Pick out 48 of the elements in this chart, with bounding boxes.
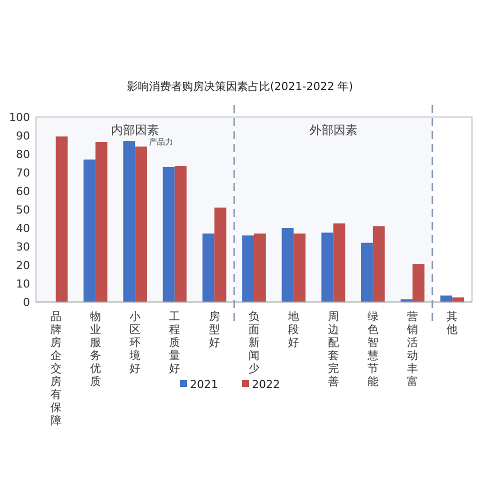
annotation: 产品力 bbox=[148, 138, 173, 147]
bar bbox=[95, 142, 108, 302]
x-tick-label: 物业服务优质 bbox=[90, 310, 101, 388]
bar bbox=[242, 235, 254, 302]
bar bbox=[400, 299, 413, 302]
x-tick-label: 周边配套完善 bbox=[328, 310, 339, 388]
bar bbox=[162, 166, 175, 302]
y-tick-label: 30 bbox=[16, 240, 30, 254]
x-tick-label: 工程质量好 bbox=[169, 310, 180, 375]
y-tick-label: 50 bbox=[16, 204, 30, 216]
y-tick-label: 80 bbox=[16, 148, 30, 161]
legend-label: 2021 bbox=[190, 378, 218, 391]
bar bbox=[294, 234, 306, 302]
x-tick-label: 其他 bbox=[446, 310, 458, 336]
bar bbox=[174, 166, 187, 302]
bar bbox=[254, 234, 266, 302]
chart-title: 影响消费者购房决策因素占比(2021-2022 年) bbox=[126, 80, 354, 93]
bar bbox=[135, 146, 147, 302]
bar bbox=[282, 228, 294, 302]
x-tick-label: 房型好 bbox=[208, 310, 220, 349]
bar bbox=[361, 242, 373, 302]
y-tick-label: 70 bbox=[16, 166, 30, 180]
x-tick-label: 地段好 bbox=[287, 310, 300, 349]
x-tick-label: 绿色智慧节能 bbox=[366, 310, 378, 388]
y-tick-label: 10 bbox=[16, 278, 30, 290]
x-tick-label: 负面新闻少 bbox=[248, 310, 260, 375]
bar bbox=[214, 208, 226, 302]
band-label: 内部因素 bbox=[111, 123, 160, 137]
x-tick-label: 小区环境好 bbox=[128, 310, 141, 375]
x-tick-label: 营销活动丰富 bbox=[406, 310, 418, 388]
bar bbox=[412, 264, 424, 302]
bar bbox=[84, 160, 96, 302]
bar bbox=[440, 296, 452, 302]
y-tick-label: 40 bbox=[16, 222, 30, 235]
y-tick-label: 60 bbox=[16, 185, 30, 198]
bar bbox=[123, 141, 136, 302]
legend-label: 2022 bbox=[252, 378, 280, 391]
bar bbox=[56, 136, 68, 302]
category-label: 品牌房企交房有保障 bbox=[50, 310, 62, 427]
bar bbox=[372, 226, 385, 302]
y-tick-label: 100 bbox=[9, 111, 30, 124]
band-label: 外部因素 bbox=[309, 123, 358, 137]
y-tick-label: 20 bbox=[16, 259, 30, 272]
bar bbox=[321, 232, 334, 302]
bar bbox=[202, 234, 214, 302]
bar bbox=[333, 223, 346, 302]
y-tick-label: 0 bbox=[23, 296, 30, 309]
y-tick-label: 90 bbox=[16, 130, 30, 142]
